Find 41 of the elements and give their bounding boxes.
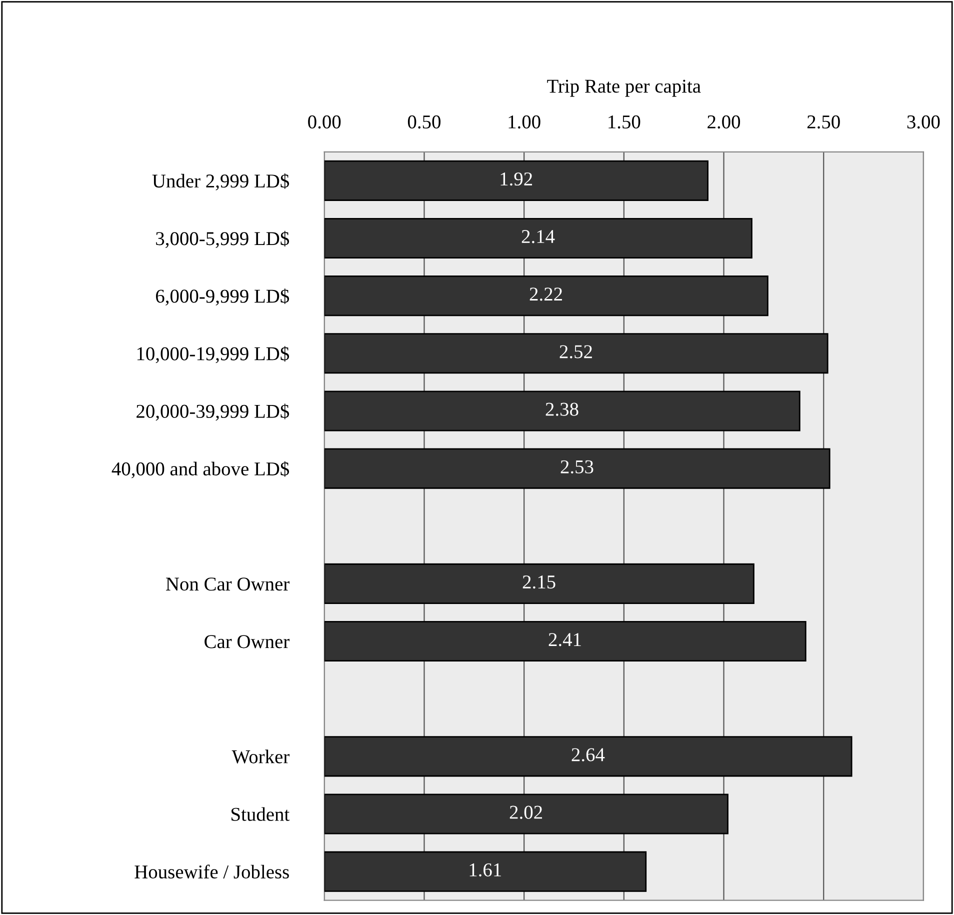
bar	[324, 276, 768, 316]
data-label: 1.92	[500, 172, 532, 186]
x-tick-label: 0.00	[308, 115, 341, 129]
y-tick-label: Student	[232, 807, 290, 821]
data-label: 2.02	[510, 806, 542, 819]
x-axis-title: Trip Rate per capita	[547, 80, 701, 97]
x-tick-label: 2.50	[807, 115, 840, 129]
bar	[324, 794, 728, 834]
bar	[324, 563, 754, 604]
data-label: 2.22	[530, 288, 562, 301]
y-tick-label: 6,000-9,999 LD$	[156, 288, 290, 306]
bar	[324, 621, 806, 662]
bar	[324, 218, 752, 259]
y-tick-label: Under 2,999 LD$	[152, 173, 290, 190]
data-label: 2.41	[548, 633, 581, 646]
y-tick-label: Housewife / Jobless	[134, 864, 289, 879]
x-tick-label: 3.00	[907, 115, 940, 129]
y-tick-label: 3,000-5,999 LD$	[156, 230, 290, 248]
data-label: 2.64	[572, 748, 605, 762]
x-tick-label: 0.50	[408, 115, 440, 129]
x-tick-label: 1.50	[608, 115, 640, 129]
data-label: 2.52	[560, 345, 592, 358]
x-tick-label: 2.00	[708, 115, 740, 129]
data-label: 1.61	[470, 863, 501, 877]
y-tick-label: 10,000-19,999 LD$	[137, 346, 290, 364]
y-tick-label: 40,000 and above LD$	[112, 461, 290, 478]
bar	[324, 160, 708, 201]
data-label: 2.14	[522, 230, 555, 244]
data-label: 2.38	[546, 402, 578, 416]
x-tick-label: 1.00	[508, 115, 540, 129]
y-tick-label: Car Owner	[204, 635, 290, 648]
bar	[324, 333, 828, 374]
y-tick-label: Non Car Owner	[166, 578, 290, 591]
bar	[324, 851, 647, 892]
bar	[324, 736, 852, 777]
data-label: 2.15	[522, 576, 556, 589]
bar	[324, 390, 800, 432]
data-label: 2.53	[560, 460, 594, 474]
y-tick-label: 20,000-39,999 LD$	[136, 404, 290, 421]
bar	[324, 448, 830, 489]
y-tick-label: Worker	[232, 750, 290, 764]
